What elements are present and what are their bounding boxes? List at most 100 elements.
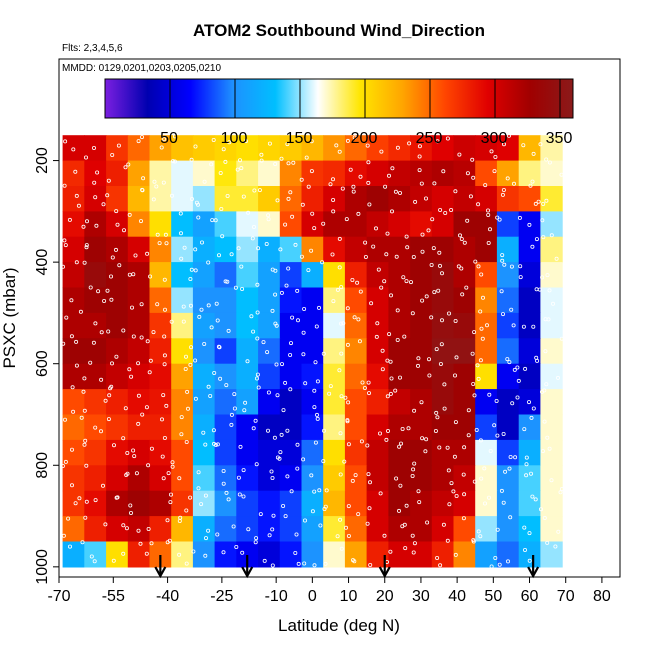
- observation-dot: [530, 179, 535, 184]
- observation-dot: [511, 323, 516, 328]
- heatmap-cell: [366, 211, 389, 238]
- heatmap-cell: [431, 160, 455, 187]
- observation-dot: [172, 159, 177, 164]
- observation-dot: [224, 383, 229, 388]
- heatmap-cell: [171, 262, 194, 289]
- heatmap-cell: [258, 439, 281, 466]
- observation-dot: [215, 442, 220, 447]
- observation-dot: [232, 406, 237, 411]
- observation-dot: [185, 389, 190, 394]
- heatmap-cell: [258, 312, 281, 339]
- heatmap-cell: [453, 287, 476, 314]
- observation-dot: [339, 351, 344, 356]
- heatmap-cell: [540, 211, 563, 238]
- heatmap-cell: [388, 414, 411, 441]
- observation-dot: [476, 376, 481, 381]
- observation-dot: [237, 158, 242, 163]
- observation-dot: [155, 302, 160, 307]
- observation-dot: [530, 244, 535, 249]
- observation-dot: [199, 240, 204, 245]
- observation-dot: [106, 178, 111, 183]
- observation-dot: [339, 546, 344, 551]
- observation-dot: [529, 415, 534, 420]
- heatmap-cell: [127, 389, 151, 416]
- heatmap-cell: [279, 160, 303, 187]
- observation-dot: [524, 455, 529, 460]
- heatmap-cell: [431, 312, 455, 339]
- observation-dot: [211, 137, 216, 142]
- observation-dot: [423, 196, 428, 201]
- observation-dot: [139, 135, 144, 140]
- heatmap-cell: [214, 287, 237, 314]
- observation-dot: [337, 236, 342, 241]
- heatmap-cell: [127, 312, 151, 339]
- x-axis-label: Latitude (deg N): [278, 616, 400, 635]
- observation-dot: [382, 279, 387, 284]
- observation-dot: [184, 561, 189, 566]
- observation-dot: [493, 154, 498, 159]
- observation-dot: [295, 318, 300, 323]
- observation-dot: [312, 563, 317, 568]
- observation-dot: [528, 183, 533, 188]
- observation-dot: [288, 341, 293, 346]
- observation-dot: [551, 301, 556, 306]
- heatmap-cell: [496, 236, 520, 263]
- observation-dot: [385, 394, 390, 399]
- observation-dot: [218, 170, 223, 175]
- observation-dot: [273, 268, 278, 273]
- observation-dot: [233, 285, 238, 290]
- observation-dot: [61, 341, 66, 346]
- observation-dot: [499, 289, 504, 294]
- observation-dot: [279, 290, 284, 295]
- heatmap-cell: [279, 186, 303, 212]
- observation-dot: [155, 232, 160, 237]
- observation-dot: [226, 497, 231, 502]
- heatmap-cell: [192, 363, 216, 390]
- observation-dot: [232, 392, 237, 397]
- heatmap-cell: [171, 490, 194, 517]
- observation-dot: [139, 302, 144, 307]
- observation-dot: [365, 521, 370, 526]
- flight-arrow: [154, 555, 167, 579]
- observation-dot: [91, 340, 96, 345]
- observation-dot: [366, 180, 371, 185]
- observation-dot: [377, 431, 382, 436]
- observation-dot: [543, 349, 548, 354]
- x-tick-label: -70: [47, 588, 70, 605]
- observation-dot: [76, 203, 81, 208]
- observation-dot: [70, 385, 75, 390]
- observation-dot: [554, 256, 559, 261]
- heatmap-cell: [475, 389, 498, 416]
- heatmap-cell: [388, 541, 411, 568]
- observation-dot: [82, 376, 87, 381]
- heatmap-cell: [171, 414, 194, 441]
- observation-dot: [309, 169, 314, 174]
- observation-dot: [379, 285, 384, 290]
- colorbar-tick-label: 100: [221, 130, 248, 147]
- observation-dot: [225, 279, 230, 284]
- colorbar-tick-label: 50: [160, 130, 178, 147]
- observation-dot: [73, 501, 78, 506]
- observation-dot: [478, 438, 483, 443]
- heatmap-cell: [214, 338, 237, 365]
- heatmap-cell: [127, 414, 151, 441]
- observation-dot: [132, 454, 137, 459]
- observation-dot: [215, 532, 220, 537]
- observation-dot: [492, 169, 497, 174]
- heatmap-cell: [279, 262, 303, 289]
- heatmap-cell: [214, 389, 237, 416]
- observation-dot: [327, 391, 332, 396]
- heatmap-cell: [106, 186, 129, 212]
- observation-dot: [437, 445, 442, 450]
- heatmap-cell: [62, 160, 85, 187]
- observation-dot: [101, 202, 106, 207]
- heatmap-cell: [518, 414, 541, 441]
- observation-dot: [451, 489, 456, 494]
- observation-dot: [339, 394, 344, 399]
- observation-dot: [162, 435, 167, 440]
- heatmap-cell: [106, 516, 129, 543]
- observation-dot: [363, 254, 368, 259]
- observation-dot: [62, 238, 67, 243]
- heatmap-cell: [214, 490, 237, 517]
- observation-dot: [264, 241, 269, 246]
